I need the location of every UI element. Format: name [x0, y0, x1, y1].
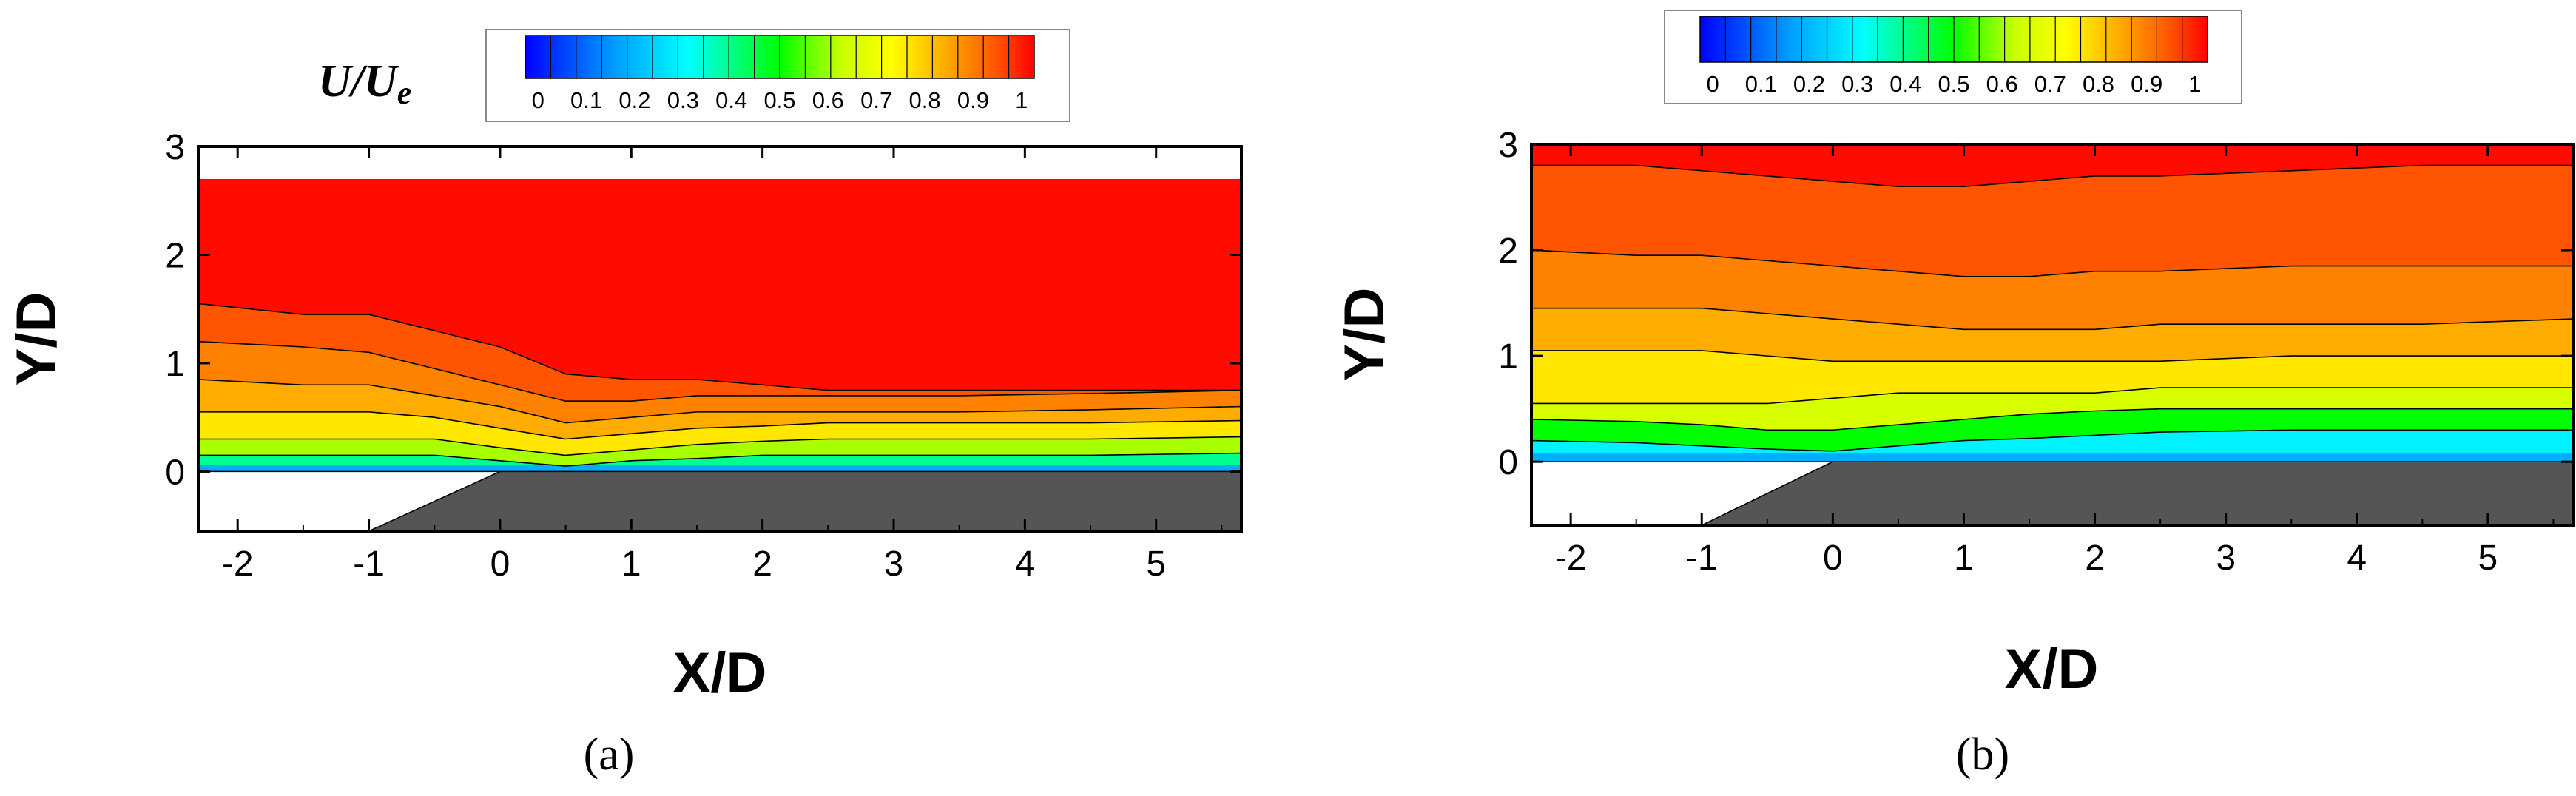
contour-line — [1531, 387, 2573, 405]
panel-b-caption: (b) — [1956, 729, 2009, 780]
wall-ramp — [1701, 461, 2573, 525]
contour-line — [198, 303, 1241, 391]
panel-b-contour-fill — [1531, 144, 2573, 462]
colorbar-tick-label: 0.2 — [1793, 71, 1825, 97]
contour-line — [198, 340, 1241, 402]
colorbar-tick-label: 0.7 — [2034, 71, 2066, 97]
panel-b-ylabel: Y/D — [1333, 288, 1396, 382]
colorbar-tick-label: 0.6 — [1986, 71, 2018, 97]
contour-line — [198, 379, 1241, 424]
colorbar-b-level-lines — [1724, 16, 2183, 62]
x-tick-label: 5 — [2478, 539, 2498, 578]
panel-b-yticks: 0 1 2 3 — [1498, 126, 2573, 482]
y-tick-label: 1 — [1498, 337, 1518, 377]
colorbar-tick-label: 0.6 — [812, 87, 844, 113]
contour-line — [198, 436, 1241, 456]
x-tick-label: -1 — [1686, 539, 1718, 578]
x-tick-label: 3 — [2216, 539, 2236, 578]
colorbar-tick-label: 0 — [1707, 71, 1719, 97]
colorbar-tick-label: 1 — [1015, 87, 1028, 113]
contour-line — [1531, 249, 2573, 277]
panel-a-yticks: 0 1 2 3 — [165, 128, 1241, 492]
contour-line — [198, 452, 1241, 467]
contour-line — [1531, 429, 2573, 452]
colorbar-tick-label: 0.1 — [570, 87, 602, 113]
cavity-region — [1531, 461, 1833, 525]
colorbar-b: 0 0.1 0.2 0.3 0.4 0.5 0.6 0.7 0.8 0.9 1 — [1664, 10, 2242, 104]
colorbar-tick-label: 0.8 — [2083, 71, 2114, 97]
colorbar-b-labels: 0 0.1 0.2 0.3 0.4 0.5 0.6 0.7 0.8 0.9 1 — [1707, 71, 2202, 97]
colorbar-tick-label: 0 — [532, 87, 544, 113]
contour-line — [1531, 350, 2573, 362]
x-tick-label: -1 — [353, 544, 385, 584]
x-tick-label: 5 — [1146, 544, 1166, 584]
y-tick-label: 1 — [165, 345, 185, 384]
x-tick-label: 4 — [2347, 539, 2367, 578]
panel-b: -2 -1 0 1 2 3 4 5 0 1 2 3 X/D Y/D (b) — [1333, 126, 2575, 780]
x-tick-label: 0 — [490, 544, 510, 584]
contour-line — [1531, 307, 2573, 331]
panel-a-caption: (a) — [584, 729, 635, 780]
colorbar-tick-label: 0.4 — [1889, 71, 1921, 97]
contour-line — [1531, 408, 2573, 431]
panel-a-geometry — [198, 470, 1241, 531]
y-tick-label: 0 — [165, 453, 185, 492]
colorbar-tick-label: 0.2 — [618, 87, 650, 113]
cavity-region — [198, 470, 501, 531]
x-tick-label: 2 — [2085, 539, 2105, 578]
colorbar-a-labels: 0 0.1 0.2 0.3 0.4 0.5 0.6 0.7 0.8 0.9 1 — [532, 87, 1028, 113]
y-tick-label: 0 — [1498, 443, 1518, 482]
panel-a-xlabel: X/D — [673, 641, 767, 704]
panel-a-xticks: -2 -1 0 1 2 3 4 5 — [222, 146, 1223, 584]
x-tick-label: 4 — [1015, 544, 1035, 584]
colorbar-tick-label: 0.1 — [1745, 71, 1777, 97]
panel-a-contour-fill — [198, 178, 1241, 472]
contour-band — [1531, 453, 2573, 462]
colorbar-tick-label: 1 — [2188, 71, 2201, 97]
colorbar-tick-label: 0.7 — [860, 87, 892, 113]
colorbar-tick-label: 0.4 — [715, 87, 747, 113]
x-tick-label: 2 — [752, 544, 772, 584]
colorbar-a: 0 0.1 0.2 0.3 0.4 0.5 0.6 0.7 0.8 0.9 1 U/Ue — [318, 29, 1070, 122]
panel-a-ylabel: Y/D — [5, 292, 68, 386]
y-tick-label: 2 — [165, 236, 185, 275]
colorbar-tick-label: 0.5 — [1938, 71, 1969, 97]
contour-line — [198, 411, 1241, 440]
contour-line — [1531, 164, 2573, 188]
colorbar-tick-label: 0.3 — [667, 87, 699, 113]
panel-a-contour-lines — [198, 303, 1241, 467]
colorbar-tick-label: 0.8 — [909, 87, 941, 113]
x-tick-label: 0 — [1823, 539, 1843, 578]
panel-b-contour-lines — [1531, 164, 2573, 452]
colorbar-a-level-lines — [550, 36, 1010, 78]
y-tick-label: 3 — [165, 128, 185, 167]
panel-b-geometry — [1531, 461, 2573, 525]
x-tick-label: 1 — [1954, 539, 1974, 578]
panel-b-xticks: -2 -1 0 1 2 3 4 5 — [1555, 144, 2555, 578]
x-tick-label: 1 — [621, 544, 641, 584]
x-tick-label: 3 — [884, 544, 904, 584]
panel-a: -2 -1 0 1 2 3 4 5 0 1 2 3 X/D Y/D (a) — [5, 128, 1243, 780]
wall-ramp — [368, 470, 1241, 531]
x-tick-label: -2 — [1555, 539, 1587, 578]
colorbar-title: U/Ue — [318, 56, 411, 111]
x-tick-label: -2 — [222, 544, 254, 584]
panel-b-xlabel: X/D — [2005, 638, 2099, 701]
contour-band — [198, 465, 1241, 472]
y-tick-label: 2 — [1498, 232, 1518, 271]
colorbar-tick-label: 0.5 — [763, 87, 795, 113]
colorbar-tick-label: 0.3 — [1841, 71, 1873, 97]
colorbar-tick-label: 0.9 — [957, 87, 989, 113]
y-tick-label: 3 — [1498, 126, 1518, 165]
colorbar-tick-label: 0.9 — [2131, 71, 2162, 97]
